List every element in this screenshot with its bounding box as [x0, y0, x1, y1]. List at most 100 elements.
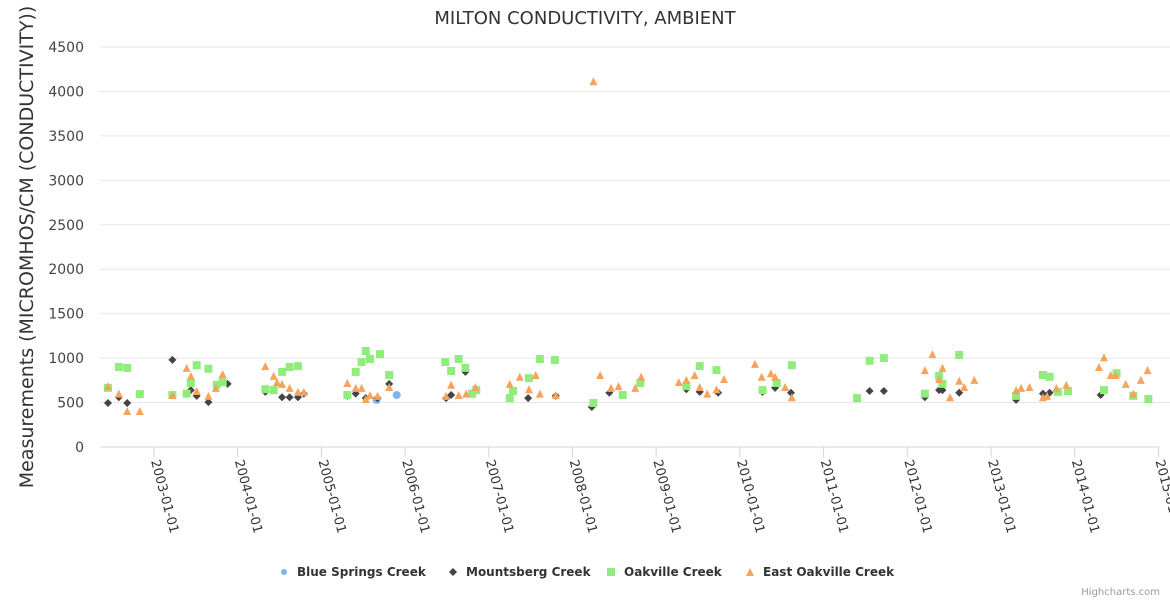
- data-point[interactable]: [550, 355, 559, 364]
- data-point[interactable]: [690, 371, 699, 379]
- data-point[interactable]: [920, 389, 929, 398]
- data-point[interactable]: [1038, 371, 1047, 379]
- data-point[interactable]: [392, 391, 401, 399]
- data-point[interactable]: [135, 390, 144, 399]
- data-point[interactable]: [935, 375, 944, 383]
- legend-item-mountsberg-creek[interactable]: Mountsberg Creek: [449, 565, 592, 579]
- data-point[interactable]: [1111, 371, 1120, 379]
- data-point[interactable]: [771, 372, 780, 381]
- data-point[interactable]: [204, 364, 213, 373]
- data-point[interactable]: [357, 358, 366, 367]
- data-point[interactable]: [373, 391, 382, 400]
- data-point[interactable]: [695, 362, 704, 371]
- data-point[interactable]: [361, 395, 370, 403]
- data-point[interactable]: [772, 379, 781, 387]
- data-point[interactable]: [695, 383, 704, 391]
- data-point[interactable]: [365, 391, 374, 399]
- data-point[interactable]: [1099, 353, 1108, 362]
- data-point[interactable]: [674, 378, 683, 387]
- data-point[interactable]: [879, 354, 888, 363]
- data-point[interactable]: [551, 391, 560, 399]
- legend-item-oakville-creek[interactable]: Oakville Creek: [607, 565, 723, 579]
- data-point[interactable]: [614, 382, 623, 391]
- data-point[interactable]: [524, 374, 533, 383]
- data-point[interactable]: [123, 363, 132, 372]
- data-point[interactable]: [293, 387, 302, 396]
- data-point[interactable]: [505, 379, 514, 388]
- data-point[interactable]: [182, 363, 191, 372]
- data-point[interactable]: [1094, 363, 1103, 371]
- data-point[interactable]: [447, 380, 456, 389]
- data-point[interactable]: [853, 394, 862, 403]
- data-point[interactable]: [631, 383, 640, 392]
- data-point[interactable]: [361, 347, 370, 355]
- data-point[interactable]: [787, 361, 796, 370]
- data-point[interactable]: [123, 399, 132, 407]
- data-point[interactable]: [750, 359, 759, 368]
- data-point[interactable]: [1129, 389, 1138, 398]
- data-point[interactable]: [703, 389, 712, 398]
- data-point[interactable]: [192, 361, 201, 370]
- data-point[interactable]: [787, 393, 796, 402]
- data-point[interactable]: [186, 379, 195, 387]
- data-point[interactable]: [343, 391, 352, 399]
- data-point[interactable]: [682, 382, 691, 391]
- data-point[interactable]: [204, 391, 213, 400]
- data-point[interactable]: [758, 386, 767, 395]
- data-point[interactable]: [865, 356, 874, 365]
- data-point[interactable]: [1143, 366, 1152, 375]
- data-point[interactable]: [719, 375, 728, 383]
- data-point[interactable]: [535, 389, 544, 398]
- data-point[interactable]: [385, 383, 394, 391]
- data-point[interactable]: [442, 391, 451, 400]
- data-point[interactable]: [865, 387, 874, 395]
- data-point[interactable]: [607, 383, 616, 392]
- data-point[interactable]: [285, 363, 294, 371]
- data-point[interactable]: [261, 385, 270, 394]
- data-point[interactable]: [938, 363, 947, 372]
- data-point[interactable]: [135, 407, 144, 415]
- data-point[interactable]: [114, 389, 123, 398]
- data-point[interactable]: [515, 372, 524, 381]
- data-point[interactable]: [955, 351, 964, 359]
- data-point[interactable]: [589, 77, 598, 86]
- data-point[interactable]: [351, 383, 360, 392]
- data-point[interactable]: [920, 366, 929, 375]
- data-point[interactable]: [509, 387, 518, 395]
- data-point[interactable]: [589, 399, 598, 407]
- data-point[interactable]: [278, 393, 287, 402]
- data-point[interactable]: [168, 391, 177, 399]
- data-point[interactable]: [757, 372, 766, 381]
- data-point[interactable]: [218, 378, 227, 387]
- data-point[interactable]: [1121, 379, 1130, 388]
- data-point[interactable]: [879, 387, 888, 395]
- data-point[interactable]: [186, 371, 195, 380]
- data-point[interactable]: [462, 389, 471, 398]
- data-point[interactable]: [618, 391, 627, 399]
- data-point[interactable]: [1043, 391, 1052, 400]
- data-point[interactable]: [938, 386, 947, 395]
- data-point[interactable]: [182, 389, 191, 398]
- data-point[interactable]: [1052, 383, 1061, 392]
- data-point[interactable]: [103, 382, 112, 391]
- data-point[interactable]: [447, 391, 456, 399]
- data-point[interactable]: [781, 383, 790, 391]
- data-point[interactable]: [454, 391, 463, 399]
- data-point[interactable]: [285, 383, 294, 392]
- legend-item-east-oakville-creek[interactable]: East Oakville Creek: [746, 565, 895, 579]
- data-point[interactable]: [1064, 387, 1073, 395]
- data-point[interactable]: [278, 367, 287, 376]
- data-point[interactable]: [1062, 380, 1071, 389]
- data-point[interactable]: [970, 375, 979, 384]
- data-point[interactable]: [114, 363, 123, 371]
- data-point[interactable]: [269, 386, 278, 395]
- data-point[interactable]: [637, 372, 646, 381]
- data-point[interactable]: [596, 371, 605, 379]
- legend-item-blue-springs-creek[interactable]: Blue Springs Creek: [281, 565, 427, 579]
- data-point[interactable]: [123, 407, 132, 415]
- data-point[interactable]: [293, 362, 302, 371]
- data-point[interactable]: [447, 367, 456, 375]
- data-point[interactable]: [343, 379, 352, 387]
- data-point[interactable]: [385, 371, 394, 379]
- data-point[interactable]: [261, 362, 270, 371]
